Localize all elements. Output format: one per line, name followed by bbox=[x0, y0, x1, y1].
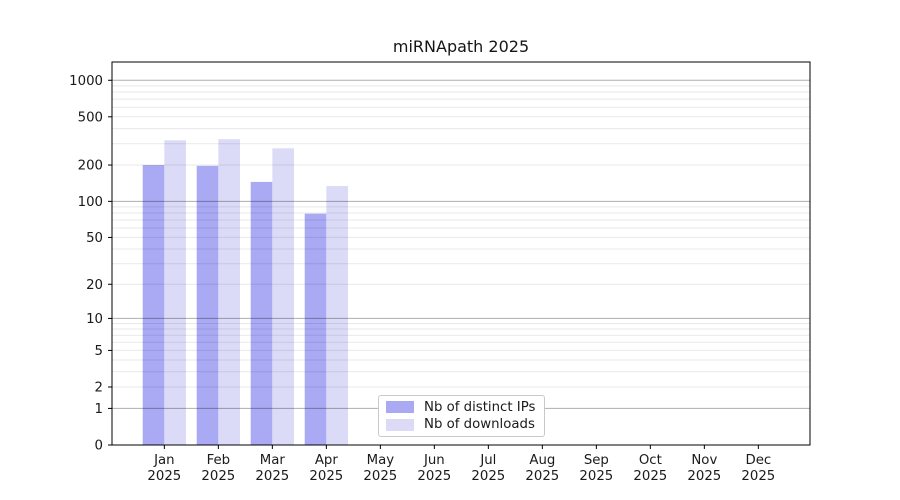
bar-jan-nb-of-downloads bbox=[164, 140, 186, 445]
x-tick-label-sep: Sep bbox=[584, 453, 609, 468]
x-tick-year-mar: 2025 bbox=[255, 469, 289, 484]
x-tick-label-feb: Feb bbox=[207, 453, 231, 468]
y-tick-label-5: 5 bbox=[95, 344, 103, 359]
legend-item-downloads: Nb of downloads bbox=[379, 417, 544, 432]
bar-jan-nb-of-distinct-ips bbox=[142, 165, 165, 445]
legend-swatch-distinct-ips bbox=[386, 401, 414, 414]
chart-title: miRNApath 2025 bbox=[392, 37, 530, 56]
y-tick-label-0: 0 bbox=[95, 439, 103, 454]
y-tick-label-1000: 1000 bbox=[69, 74, 103, 89]
y-tick-label-200: 200 bbox=[78, 159, 103, 174]
x-tick-year-jul: 2025 bbox=[471, 469, 505, 484]
bar-mar-nb-of-downloads bbox=[272, 148, 294, 446]
plot-frame bbox=[111, 61, 811, 446]
x-tick-label-apr: Apr bbox=[315, 453, 339, 468]
x-tick-label-nov: Nov bbox=[691, 453, 717, 468]
x-tick-year-sep: 2025 bbox=[579, 469, 613, 484]
bar-feb-nb-of-distinct-ips bbox=[196, 165, 219, 445]
y-tick-label-10: 10 bbox=[86, 312, 103, 327]
bar-apr-nb-of-downloads bbox=[326, 186, 348, 446]
x-tick-year-oct: 2025 bbox=[633, 469, 667, 484]
x-tick-year-aug: 2025 bbox=[525, 469, 559, 484]
x-tick-label-jun: Jun bbox=[423, 453, 445, 468]
x-tick-year-nov: 2025 bbox=[687, 469, 721, 484]
legend: Nb of distinct IPs Nb of downloads bbox=[378, 395, 545, 437]
y-tick-label-20: 20 bbox=[86, 278, 103, 293]
x-tick-label-mar: Mar bbox=[260, 453, 286, 468]
legend-item-distinct-ips: Nb of distinct IPs bbox=[379, 400, 544, 415]
legend-label-downloads: Nb of downloads bbox=[424, 417, 535, 433]
x-tick-label-aug: Aug bbox=[529, 453, 555, 468]
legend-swatch-downloads bbox=[386, 418, 414, 431]
bar-apr-nb-of-distinct-ips bbox=[304, 213, 327, 445]
x-tick-year-jan: 2025 bbox=[147, 469, 181, 484]
x-tick-year-may: 2025 bbox=[363, 469, 397, 484]
x-tick-label-oct: Oct bbox=[639, 453, 662, 468]
y-tick-label-1: 1 bbox=[95, 402, 103, 417]
x-tick-year-dec: 2025 bbox=[741, 469, 775, 484]
x-tick-year-jun: 2025 bbox=[417, 469, 451, 484]
bar-mar-nb-of-distinct-ips bbox=[250, 181, 273, 445]
x-tick-label-jan: Jan bbox=[153, 453, 175, 468]
y-tick-label-500: 500 bbox=[78, 110, 103, 125]
bar-feb-nb-of-downloads bbox=[218, 139, 240, 445]
x-tick-label-dec: Dec bbox=[745, 453, 771, 468]
x-tick-label-may: May bbox=[367, 453, 395, 468]
x-tick-year-feb: 2025 bbox=[201, 469, 235, 484]
y-tick-label-50: 50 bbox=[86, 231, 103, 246]
legend-label-distinct-ips: Nb of distinct IPs bbox=[424, 399, 536, 415]
y-tick-label-100: 100 bbox=[78, 195, 103, 210]
x-tick-year-apr: 2025 bbox=[309, 469, 343, 484]
y-tick-label-2: 2 bbox=[95, 381, 103, 396]
x-tick-label-jul: Jul bbox=[479, 453, 496, 468]
